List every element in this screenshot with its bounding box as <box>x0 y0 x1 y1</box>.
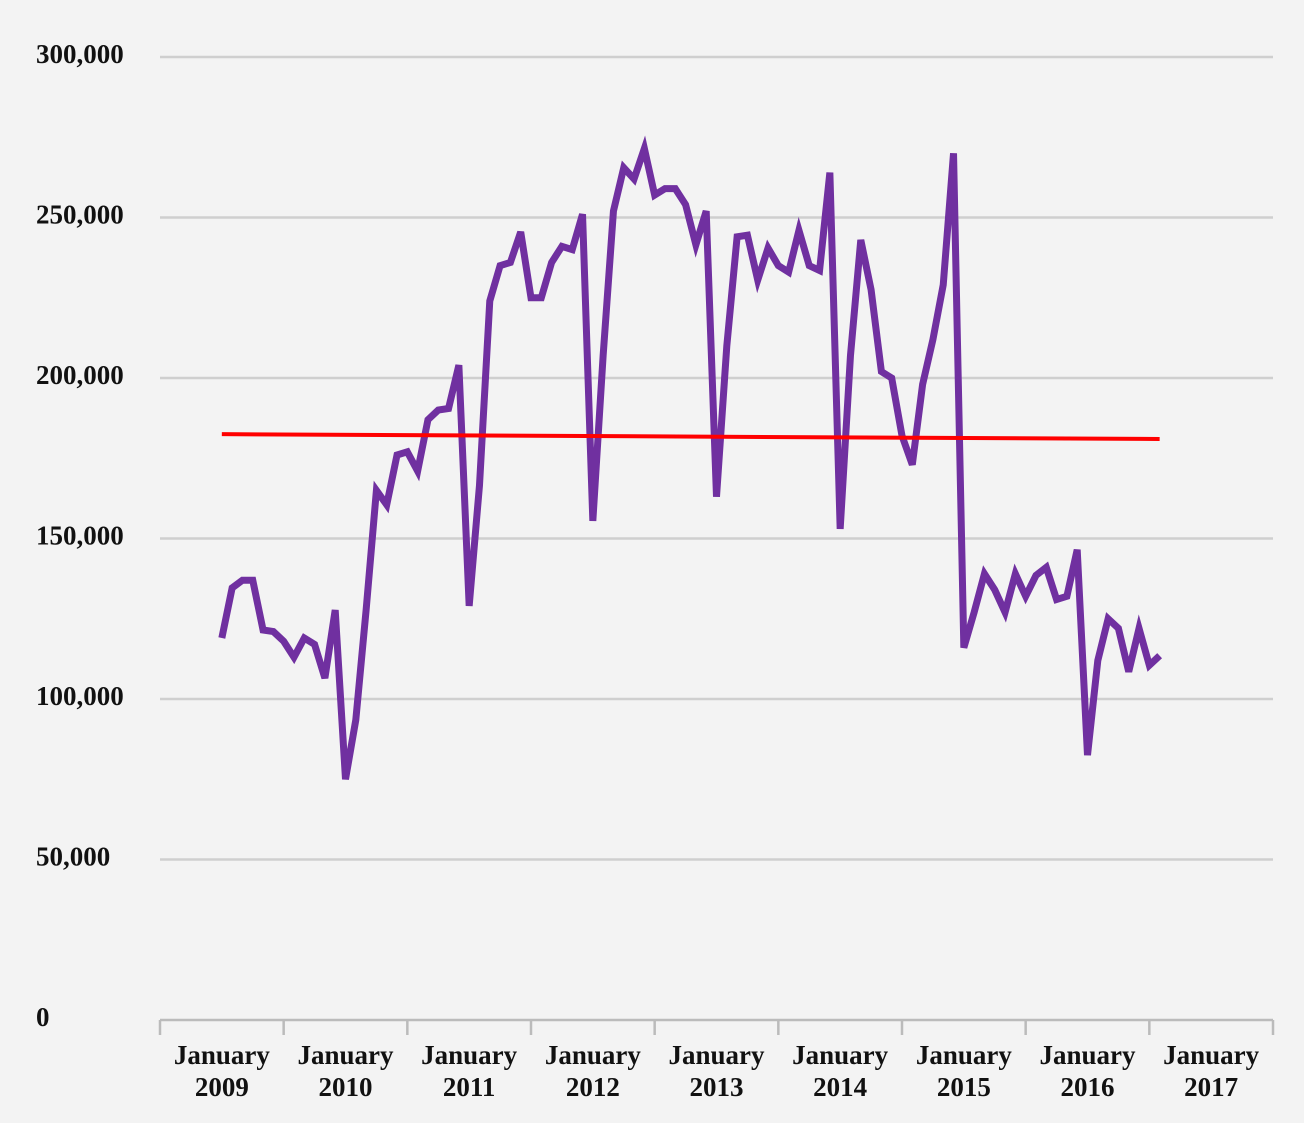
x-tick-label: January 2015 <box>916 1040 1013 1102</box>
x-tick-label: January 2010 <box>297 1040 394 1102</box>
y-tick-label: 100,000 <box>36 681 124 711</box>
x-tick-label: January 2013 <box>668 1040 765 1102</box>
y-tick-label: 200,000 <box>36 360 124 390</box>
x-tick-label: January 2011 <box>421 1040 518 1102</box>
trend-line <box>221 432 1160 441</box>
x-tick-label: January 2014 <box>792 1040 889 1102</box>
x-tick-label: January 2016 <box>1039 1040 1136 1102</box>
x-tick-label: January 2017 <box>1163 1040 1260 1102</box>
y-tick-label: 0 <box>36 1002 50 1032</box>
data-line <box>218 135 1163 780</box>
y-tick-label: 250,000 <box>36 200 124 230</box>
y-tick-label: 300,000 <box>36 39 124 69</box>
y-tick-label: 150,000 <box>36 521 124 551</box>
x-tick-label: January 2009 <box>174 1040 271 1102</box>
x-tick-label: January 2012 <box>545 1040 642 1102</box>
y-tick-label: 50,000 <box>36 842 110 872</box>
